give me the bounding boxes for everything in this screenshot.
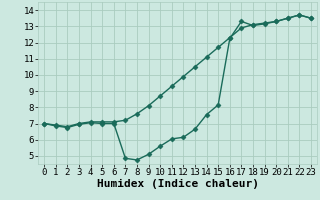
X-axis label: Humidex (Indice chaleur): Humidex (Indice chaleur)	[97, 179, 259, 189]
